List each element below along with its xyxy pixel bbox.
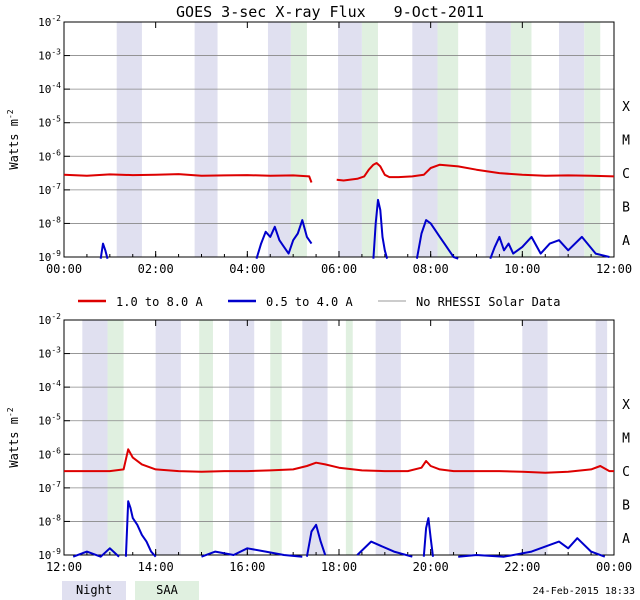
night-band [338, 22, 362, 257]
night-band [522, 320, 548, 555]
saa-band [199, 320, 213, 555]
chart-title-text: GOES 3-sec X-ray Flux [176, 3, 366, 21]
flare-class-label: X [622, 100, 630, 115]
x-tick-label: 18:00 [321, 560, 357, 574]
chart-date: 9-Oct-2011 [394, 3, 484, 21]
x-tick-label: 12:00 [46, 560, 82, 574]
night-band [449, 320, 475, 555]
y-tick-label: 10-2 [38, 312, 61, 327]
flare-class-label: A [622, 234, 630, 249]
saa-band [437, 22, 459, 257]
y-tick-label: 10-2 [38, 14, 61, 29]
y-tick-label: 10-4 [38, 379, 61, 394]
night-band [82, 320, 108, 555]
night-band [302, 320, 328, 555]
long-channel-line [336, 162, 615, 182]
night-band [595, 320, 608, 555]
x-tick-label: 12:00 [596, 262, 632, 276]
flare-class-label: X [622, 398, 630, 413]
bottom-panel: 12:00 14:00 16:00 18:00 20:00 22:00 00:00 10-2 1… [6, 312, 632, 574]
x-tick-label: 10:00 [504, 262, 540, 276]
x-tick-label: 16:00 [229, 560, 265, 574]
saa-band [345, 320, 353, 555]
legend: 1.0 to 8.0 A 0.5 to 4.0 A No RHESSI Sola… [78, 295, 561, 309]
flare-class-label: A [622, 532, 630, 547]
y-tick-label: 10-9 [38, 249, 61, 264]
saa-band [290, 22, 307, 257]
footer-timestamp: 24-Feb-2015 18:33 [533, 586, 635, 597]
short-channel-line [489, 235, 610, 260]
flare-class-label: C [622, 465, 630, 480]
short-channel-line [458, 537, 606, 558]
long-channel-line [64, 448, 614, 474]
y-axis-label: Watts m-2 [6, 407, 21, 467]
flare-class-label: M [622, 134, 630, 149]
x-tick-label: 00:00 [596, 560, 632, 574]
flare-class-label: M [622, 432, 630, 447]
y-tick-label: 10-9 [38, 547, 61, 562]
y-axis-label: Watts m-2 [6, 109, 21, 169]
short-channel-line [124, 500, 157, 558]
x-tick-label: 20:00 [413, 560, 449, 574]
flare-class-label: C [622, 167, 630, 182]
night-band [116, 22, 142, 257]
y-tick-label: 10-8 [38, 513, 61, 528]
legend-label-no-rhessi: No RHESSI Solar Data [416, 295, 561, 309]
y-tick-label: 10-8 [38, 215, 61, 230]
x-tick-label: 00:00 [46, 262, 82, 276]
short-channel-line [201, 547, 303, 558]
x-tick-label: 14:00 [138, 560, 174, 574]
saa-band [584, 22, 601, 257]
night-band [229, 320, 255, 555]
flare-class-label: B [622, 201, 630, 216]
short-channel-line [356, 540, 413, 558]
x-tick-label: 06:00 [321, 262, 357, 276]
short-channel-line [72, 547, 120, 558]
top-panel: 00:00 02:00 04:00 06:00 08:00 10:00 12:00 10-2 1… [6, 14, 632, 276]
legend-label-long-channel: 1.0 to 8.0 A [116, 295, 203, 309]
x-tick-label: 08:00 [413, 262, 449, 276]
flare-class-label: B [622, 499, 630, 514]
short-channel-line [99, 242, 109, 259]
short-channel-line [255, 219, 313, 259]
y-tick-label: 10-7 [38, 480, 61, 495]
night-band [155, 320, 181, 555]
night-band [412, 22, 438, 257]
legend-saa-label: SAA [156, 583, 178, 597]
saa-band [270, 320, 282, 555]
y-tick-label: 10-6 [38, 148, 61, 163]
saa-band [510, 22, 532, 257]
short-channel-line [415, 219, 459, 260]
legend-label-short-channel: 0.5 to 4.0 A [266, 295, 353, 309]
y-tick-label: 10-5 [38, 413, 61, 428]
short-channel-line [372, 198, 389, 259]
x-tick-label: 04:00 [229, 262, 265, 276]
long-channel-line [63, 173, 313, 183]
legend-saa-swatch [135, 581, 199, 600]
x-tick-label: 22:00 [504, 560, 540, 574]
x-tick-label: 02:00 [138, 262, 174, 276]
y-tick-label: 10-3 [38, 48, 61, 63]
y-tick-label: 10-7 [38, 182, 61, 197]
y-tick-label: 10-4 [38, 81, 61, 96]
night-band [485, 22, 511, 257]
y-tick-label: 10-3 [38, 346, 61, 361]
night-band [267, 22, 291, 257]
night-band [194, 22, 218, 257]
short-channel-line [422, 517, 434, 557]
short-channel-line [305, 523, 327, 557]
night-band [559, 22, 585, 257]
y-tick-label: 10-6 [38, 446, 61, 461]
band-legend: Night SAA [62, 581, 199, 600]
saa-band [361, 22, 378, 257]
chart-title: GOES 3-sec X-ray Flux 9-Oct-2011 [176, 3, 484, 21]
night-band [375, 320, 401, 555]
legend-night-swatch [62, 581, 126, 600]
legend-night-label: Night [76, 583, 112, 597]
y-tick-label: 10-5 [38, 115, 61, 130]
saa-band [107, 320, 124, 555]
